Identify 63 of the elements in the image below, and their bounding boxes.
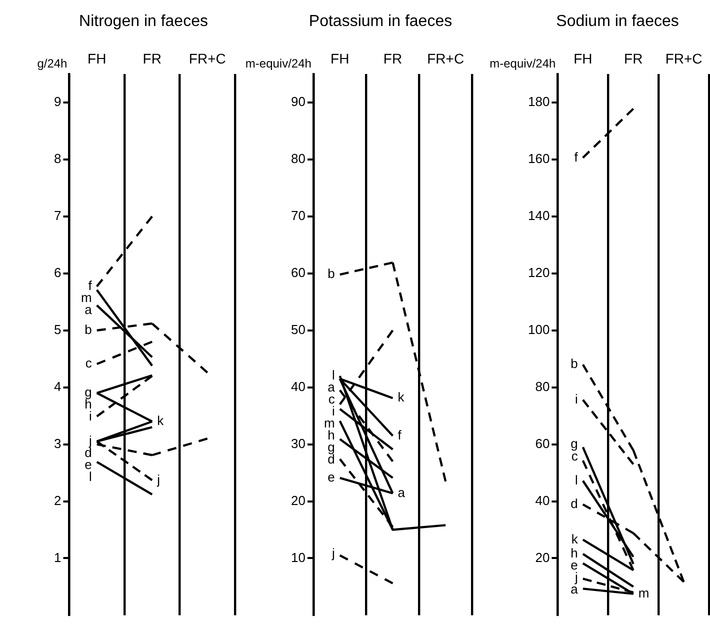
y-tick-label: 30 [290, 436, 306, 451]
annotation: m [638, 585, 650, 600]
annotation: b [84, 322, 92, 337]
annotation: j [156, 472, 160, 487]
annotation: b [328, 266, 335, 282]
annotation: g [84, 384, 92, 400]
y-tick-label: 180 [528, 94, 550, 110]
annotation: d [570, 496, 578, 511]
y-tick-label: 70 [290, 208, 306, 223]
annotation: j [88, 433, 92, 448]
y-tick-label: 40 [535, 492, 550, 508]
y-tick-label: 10 [290, 550, 306, 565]
y-tick-label: 80 [535, 378, 550, 394]
chart-title: Nitrogen in faeces [79, 13, 208, 30]
x-tick-label: FH [88, 50, 106, 66]
y-tick-label: 3 [54, 436, 62, 451]
y-tick-label: 6 [54, 264, 62, 280]
x-tick-label: FR [624, 50, 643, 66]
annotation: k [157, 413, 164, 428]
x-tick-label: FR+C [188, 50, 226, 66]
y-tick-label: 5 [54, 322, 62, 337]
y-axis-title: m-equiv/24h [490, 56, 556, 70]
x-tick-label: FR [142, 50, 162, 66]
y-tick-label: 2 [54, 492, 62, 508]
x-tick-label: FH [574, 50, 592, 66]
annotation: f [574, 149, 578, 164]
y-tick-label: 100 [528, 322, 550, 337]
y-axis-title: m-equiv/24h [245, 56, 312, 70]
annotation: k [571, 531, 578, 546]
y-axis-title: g/24h [37, 56, 68, 70]
y-tick-label: 20 [535, 550, 550, 565]
annotation: b [570, 356, 578, 372]
annotation: f [398, 427, 402, 442]
x-tick-label: FR [383, 50, 402, 66]
y-tick-label: 140 [528, 208, 550, 223]
chart-title: Potassium in faeces [308, 13, 452, 30]
y-tick-label: 160 [528, 151, 550, 166]
y-tick-label: 4 [54, 378, 62, 394]
y-tick-label: 50 [290, 322, 306, 337]
y-tick-label: 7 [54, 208, 62, 223]
y-tick-label: 8 [54, 151, 62, 166]
y-tick-label: 80 [290, 151, 306, 166]
annotation: k [398, 390, 405, 405]
annotation: e [328, 469, 335, 484]
y-tick-label: 1 [54, 550, 62, 565]
annotation: g [570, 436, 578, 451]
y-tick-label: 20 [290, 492, 306, 508]
annotation: a [398, 484, 406, 500]
annotation: i [575, 391, 578, 406]
annotation: j [330, 545, 335, 560]
annotation: i [88, 408, 92, 424]
annotation: c [85, 356, 92, 371]
y-tick-label: 60 [290, 264, 306, 280]
annotation: l [575, 472, 578, 488]
x-tick-label: FR+C [427, 50, 464, 66]
x-tick-label: FR+C [665, 50, 702, 66]
chart-title: Sodium in faeces [556, 13, 679, 30]
y-tick-label: 9 [54, 94, 62, 110]
y-tick-label: 40 [290, 378, 306, 394]
y-tick-label: 120 [528, 264, 550, 280]
y-tick-label: 90 [290, 94, 306, 110]
y-tick-label: 60 [535, 436, 550, 451]
x-tick-label: FH [330, 50, 350, 66]
